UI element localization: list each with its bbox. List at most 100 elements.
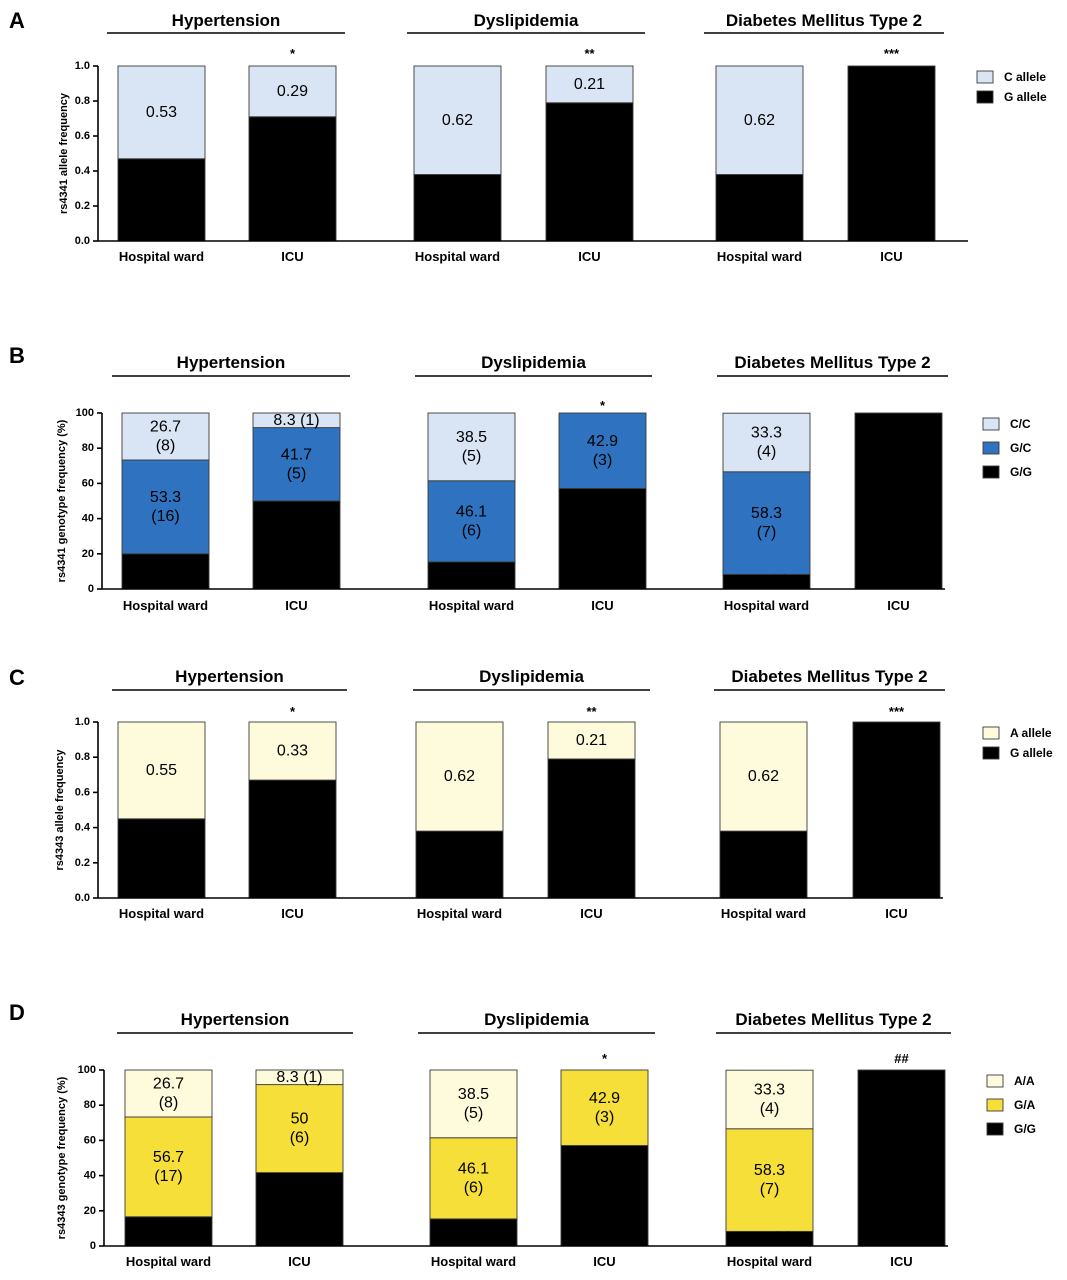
bar-segment-label: 100 (885, 483, 912, 500)
bar-segment-g-allele (415, 830, 504, 899)
bar-segment-label: 26.7 (153, 1075, 184, 1092)
bar-segment-label: (17) (154, 1168, 182, 1185)
y-tick-label: 0.6 (75, 130, 90, 142)
group-title: Dyslipidemia (484, 1010, 589, 1029)
bar-segment-label: 15.4 (2) (446, 1224, 501, 1241)
legend-swatch (982, 746, 1000, 760)
stacked-bar: 0.38 0.62 (719, 721, 808, 899)
bar-segment-label: 0.62 (444, 768, 475, 785)
x-tick-label: ICU (885, 906, 907, 921)
y-tick-label: 1.0 (75, 60, 90, 72)
x-tick-label: ICU (890, 1254, 912, 1269)
bar-segment-c-allele (545, 65, 634, 104)
y-tick-label: 40 (82, 513, 94, 525)
y-tick-label: 100 (78, 1064, 96, 1076)
stacked-bar: 0.38 0.62 (715, 65, 804, 242)
bar-segment-label: 57.1 (587, 521, 618, 538)
group-title: Dyslipidemia (479, 667, 584, 686)
bar-segment-a-allele (547, 721, 636, 760)
x-tick-label: Hospital ward (724, 598, 809, 613)
bar-segment-label: 16.6 (5) (141, 1223, 196, 1240)
bar-segment-label: 33.3 (754, 1081, 785, 1098)
significance-marker: * (290, 704, 296, 719)
bar-segment-label: 8.3 (1) (276, 1069, 322, 1086)
stacked-bar: 0.79 0.21 (545, 65, 634, 242)
bar-segment-c-allele (117, 65, 206, 160)
y-tick-label: 0.0 (75, 892, 90, 904)
bar-segment-a-a (124, 1069, 213, 1118)
y-tick-label: 100 (76, 407, 94, 419)
bar-segment-label: 20 (157, 553, 175, 570)
bar-segment-label: (8) (156, 437, 176, 454)
panel-letter: D (9, 1000, 25, 1025)
stacked-bar: 16.6 (5) 56.7 (17) 26.7 (8) (124, 1069, 213, 1247)
legend-swatch (986, 1098, 1004, 1112)
y-tick-label: 60 (82, 477, 94, 489)
bar-segment-label: (4) (595, 1197, 615, 1214)
stacked-bar: 8.3 (1) 58.3 (7) 33.3 (4) (725, 1069, 814, 1247)
y-tick-label: 0.6 (75, 786, 90, 798)
bar-segment-g-allele (852, 721, 941, 899)
bar-segment-g-c (722, 471, 811, 575)
group-title: Hypertension (172, 11, 281, 30)
panel-d: D Hypertension 16.6 (5) 56.7 (17) 26.7 (8) Hosp… (9, 1000, 1036, 1269)
bar-segment-label: 0.38 (444, 856, 475, 873)
bar-segment-label: 8.3 (1) (746, 1230, 792, 1247)
bar-segment-label: (4) (757, 443, 777, 460)
bar-segment-label: 8.3 (1) (273, 412, 319, 429)
x-tick-label: ICU (887, 598, 909, 613)
bar-segment-label: 0.62 (748, 768, 779, 785)
significance-marker: ** (584, 46, 595, 61)
group-title: Diabetes Mellitus Type 2 (735, 1010, 931, 1029)
bar-segment-a-allele (117, 721, 206, 820)
significance-marker: * (600, 398, 606, 413)
legend-swatch (982, 417, 1000, 431)
stacked-bar: 0.71 0.29 (248, 65, 337, 242)
bar-segment-label: 26.7 (150, 418, 181, 435)
y-tick-label: 40 (84, 1170, 96, 1182)
bar-segment-a-allele (248, 721, 337, 781)
x-tick-label: Hospital ward (717, 249, 802, 264)
y-tick-label: 80 (82, 442, 94, 454)
x-tick-label: ICU (281, 906, 303, 921)
x-tick-label: ICU (281, 249, 303, 264)
y-tick-label: 20 (82, 548, 94, 560)
legend-label: G allele (1010, 746, 1053, 760)
bar-segment-label: (6) (156, 572, 176, 589)
bar-segment-g-a (124, 1116, 213, 1218)
significance-marker: *** (884, 46, 900, 61)
y-tick-label: 0.2 (75, 857, 90, 869)
bar-segment-label: (5) (464, 1105, 484, 1122)
stacked-bar: 0.79 0.21 (547, 721, 636, 899)
y-tick-label: 0.8 (75, 95, 90, 107)
bar-segment-label: 0.45 (146, 850, 177, 867)
x-tick-label: Hospital ward (429, 598, 514, 613)
bar-segment-g-a (725, 1128, 814, 1232)
bar-segment-label: 58.3 (754, 1162, 785, 1179)
bar-segment-label: 33.3 (751, 424, 782, 441)
stacked-bar: 57.1 (4) 42.9 (3) (558, 412, 647, 590)
stacked-bar: 100(3) (854, 412, 943, 590)
bar-segment-g-allele (715, 174, 804, 242)
legend-swatch (982, 465, 1000, 479)
bar-segment-g-a (560, 1069, 649, 1146)
bar-segment-c-allele (413, 65, 502, 175)
bar-segment-label: 41.7 (281, 446, 312, 463)
stacked-bar: 0.47 0.53 (117, 65, 206, 242)
bar-segment-label: 0.38 (748, 856, 779, 873)
bar-segment-label: 0.38 (744, 199, 775, 216)
bar-segment-label: 1 (892, 802, 901, 819)
bar-segment-label: 50 (291, 1111, 309, 1128)
stacked-bar: 15.4 (2) 46.1 (6) 38.5 (5) (429, 1069, 518, 1247)
bar-segment-label: 0.29 (277, 83, 308, 100)
legend-swatch (976, 90, 994, 104)
x-tick-label: ICU (580, 906, 602, 921)
bar-segment-g-allele (545, 102, 634, 242)
bar-segment-g-c (121, 459, 210, 555)
bar-segment-label: 50 (288, 527, 306, 544)
bar-segment-label: (8) (159, 1094, 179, 1111)
y-tick-label: 20 (84, 1205, 96, 1217)
bar-segment-label: 42.9 (589, 1090, 620, 1107)
legend-label: A/A (1014, 1074, 1035, 1088)
